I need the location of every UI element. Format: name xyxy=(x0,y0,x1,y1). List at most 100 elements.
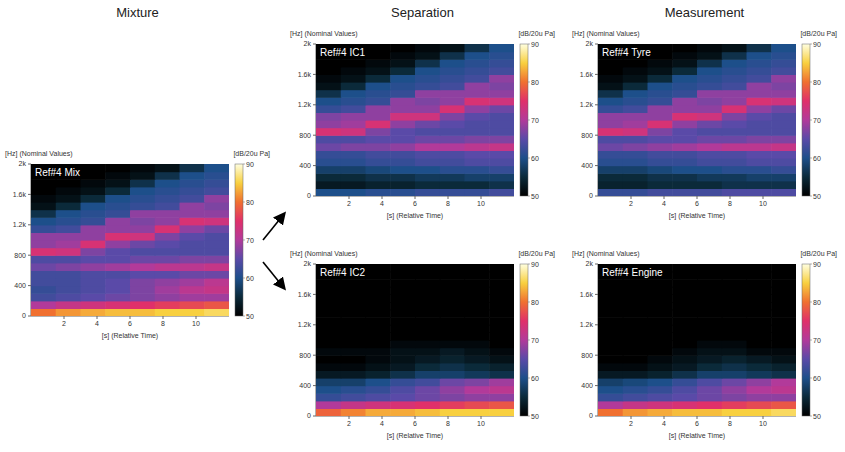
html-text:Ref#4 IC1: Ref#4 IC1 xyxy=(320,47,365,58)
html-text:Mixture: Mixture xyxy=(116,5,159,20)
svg-text:90: 90 xyxy=(531,261,539,268)
svg-text:4: 4 xyxy=(380,200,384,207)
svg-text:1.2k: 1.2k xyxy=(298,321,312,328)
html-text:Ref#4 Tyre: Ref#4 Tyre xyxy=(602,47,651,58)
html-text:[Hz] (Nominal Values): [Hz] (Nominal Values) xyxy=(5,150,73,157)
svg-text:2k: 2k xyxy=(304,40,312,47)
svg-text:90: 90 xyxy=(531,41,539,48)
svg-text:50: 50 xyxy=(813,193,821,200)
svg-text:4: 4 xyxy=(95,320,99,327)
svg-text:[s] (Relative Time): [s] (Relative Time) xyxy=(387,432,443,440)
svg-text:2: 2 xyxy=(629,420,633,427)
svg-text:4: 4 xyxy=(380,420,384,427)
html-text:[Hz] (Nominal Values): [Hz] (Nominal Values) xyxy=(290,250,358,257)
svg-text:4: 4 xyxy=(662,200,666,207)
svg-text:60: 60 xyxy=(531,155,539,162)
svg-text:80: 80 xyxy=(246,199,254,206)
svg-text:10: 10 xyxy=(477,200,485,207)
svg-text:2: 2 xyxy=(347,200,351,207)
svg-text:0: 0 xyxy=(22,312,26,319)
svg-text:1.6k: 1.6k xyxy=(298,291,312,298)
svg-text:[s] (Relative Time): [s] (Relative Time) xyxy=(669,212,725,220)
html-text:Measurement: Measurement xyxy=(664,5,745,20)
svg-text:[s] (Relative Time): [s] (Relative Time) xyxy=(387,212,443,220)
svg-text:1.2k: 1.2k xyxy=(13,221,27,228)
svg-text:0: 0 xyxy=(589,412,593,419)
svg-text:[s] (Relative Time): [s] (Relative Time) xyxy=(102,332,158,340)
svg-text:0: 0 xyxy=(307,192,311,199)
svg-text:6: 6 xyxy=(128,320,132,327)
svg-text:800: 800 xyxy=(581,132,593,139)
svg-text:8: 8 xyxy=(446,420,450,427)
svg-text:8: 8 xyxy=(728,420,732,427)
svg-text:2k: 2k xyxy=(19,160,27,167)
svg-text:70: 70 xyxy=(531,337,539,344)
svg-text:8: 8 xyxy=(161,320,165,327)
svg-text:6: 6 xyxy=(695,200,699,207)
svg-text:2: 2 xyxy=(62,320,66,327)
svg-text:2k: 2k xyxy=(586,260,594,267)
svg-text:80: 80 xyxy=(813,299,821,306)
svg-text:0: 0 xyxy=(589,192,593,199)
svg-text:70: 70 xyxy=(246,237,254,244)
svg-text:70: 70 xyxy=(813,337,821,344)
svg-text:1.6k: 1.6k xyxy=(13,191,27,198)
html-text:[dB/20u Pa]: [dB/20u Pa] xyxy=(518,30,555,37)
svg-text:1.6k: 1.6k xyxy=(298,71,312,78)
svg-text:2: 2 xyxy=(629,200,633,207)
svg-text:80: 80 xyxy=(813,79,821,86)
html-text:[Hz] (Nominal Values): [Hz] (Nominal Values) xyxy=(290,30,358,37)
svg-text:2k: 2k xyxy=(304,260,312,267)
svg-text:50: 50 xyxy=(813,413,821,420)
svg-text:400: 400 xyxy=(581,382,593,389)
svg-text:70: 70 xyxy=(531,117,539,124)
svg-text:10: 10 xyxy=(759,420,767,427)
svg-text:50: 50 xyxy=(531,193,539,200)
svg-text:8: 8 xyxy=(446,200,450,207)
svg-text:400: 400 xyxy=(14,282,26,289)
html-text:[dB/20u Pa]: [dB/20u Pa] xyxy=(233,150,270,157)
svg-text:2k: 2k xyxy=(586,40,594,47)
svg-text:90: 90 xyxy=(813,41,821,48)
svg-text:10: 10 xyxy=(477,420,485,427)
svg-text:400: 400 xyxy=(299,382,311,389)
html-text:[Hz] (Nominal Values): [Hz] (Nominal Values) xyxy=(572,30,640,37)
svg-text:400: 400 xyxy=(581,162,593,169)
svg-text:800: 800 xyxy=(299,132,311,139)
svg-text:8: 8 xyxy=(728,200,732,207)
svg-text:90: 90 xyxy=(813,261,821,268)
svg-text:1.2k: 1.2k xyxy=(580,101,594,108)
svg-text:90: 90 xyxy=(246,161,254,168)
html-text:Ref#4 Engine: Ref#4 Engine xyxy=(602,267,663,278)
html-text:Ref#4 Mix: Ref#4 Mix xyxy=(35,167,80,178)
svg-text:6: 6 xyxy=(413,200,417,207)
svg-text:6: 6 xyxy=(695,420,699,427)
svg-text:0: 0 xyxy=(307,412,311,419)
svg-text:60: 60 xyxy=(813,375,821,382)
html-text:[dB/20u Pa]: [dB/20u Pa] xyxy=(518,250,555,257)
svg-text:10: 10 xyxy=(759,200,767,207)
svg-text:1.2k: 1.2k xyxy=(298,101,312,108)
svg-text:60: 60 xyxy=(246,275,254,282)
html-text:Ref#4 IC2: Ref#4 IC2 xyxy=(320,267,365,278)
svg-text:10: 10 xyxy=(192,320,200,327)
svg-text:800: 800 xyxy=(299,352,311,359)
svg-text:[s] (Relative Time): [s] (Relative Time) xyxy=(669,432,725,440)
svg-text:1.6k: 1.6k xyxy=(580,291,594,298)
html-text:Separation: Separation xyxy=(391,5,454,20)
svg-text:800: 800 xyxy=(14,252,26,259)
svg-text:50: 50 xyxy=(531,413,539,420)
svg-text:400: 400 xyxy=(299,162,311,169)
svg-text:1.6k: 1.6k xyxy=(580,71,594,78)
svg-text:800: 800 xyxy=(581,352,593,359)
svg-text:1.2k: 1.2k xyxy=(580,321,594,328)
svg-text:60: 60 xyxy=(531,375,539,382)
svg-text:6: 6 xyxy=(413,420,417,427)
svg-text:50: 50 xyxy=(246,313,254,320)
svg-text:80: 80 xyxy=(531,299,539,306)
svg-text:60: 60 xyxy=(813,155,821,162)
svg-text:80: 80 xyxy=(531,79,539,86)
svg-text:4: 4 xyxy=(662,420,666,427)
svg-text:70: 70 xyxy=(813,117,821,124)
svg-text:2: 2 xyxy=(347,420,351,427)
